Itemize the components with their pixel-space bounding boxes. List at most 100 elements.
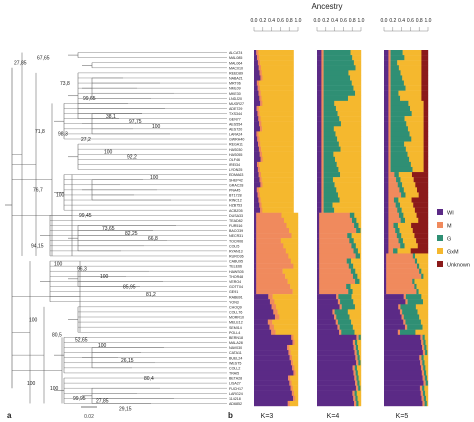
accession-label: ALCAT4	[229, 51, 242, 55]
admixture-segment	[356, 390, 362, 397]
admixture-segment	[273, 309, 278, 315]
admixture-segment	[254, 324, 270, 330]
admixture-segment	[285, 273, 299, 280]
admixture-segment	[352, 390, 355, 397]
admixture-segment	[416, 289, 419, 295]
admixture-segment	[396, 233, 402, 239]
admixture-segment	[335, 105, 362, 112]
admixture-segment	[384, 182, 389, 188]
admixture-segment	[355, 380, 358, 386]
admixture-segment	[321, 80, 324, 86]
admixture-segment	[317, 278, 320, 285]
admixture-segment	[384, 350, 424, 356]
admixture-segment	[384, 314, 402, 320]
admixture-segment	[290, 385, 293, 391]
admixture-segment	[388, 151, 391, 157]
admixture-segment	[321, 75, 324, 81]
accession-label: BERN18	[229, 336, 243, 340]
admixture-segment	[288, 350, 291, 356]
admixture-segment	[259, 177, 262, 183]
admixture-segment	[317, 350, 355, 356]
admixture-segment	[254, 380, 290, 386]
admixture-segment	[357, 273, 362, 280]
admixture-segment	[400, 217, 406, 224]
ancestry-title: Ancestry	[311, 2, 342, 11]
accession-label: REED89	[229, 71, 243, 75]
admixture-segment	[260, 65, 294, 71]
admixture-segment	[354, 329, 362, 335]
admixture-segment	[254, 258, 257, 264]
admixture-segment	[347, 233, 352, 239]
admixture-segment	[254, 161, 258, 168]
admixture-segment	[254, 390, 293, 397]
admixture-segment	[259, 80, 294, 86]
admixture-segment	[358, 222, 362, 229]
bootstrap-value: 100	[98, 343, 107, 349]
admixture-segment	[356, 375, 359, 381]
admixture-segment	[384, 355, 420, 361]
admixture-segment	[351, 233, 362, 239]
bootstrap-value: 73,8	[60, 81, 70, 87]
admixture-segment	[321, 105, 324, 112]
admixture-segment	[254, 65, 259, 71]
admixture-segment	[390, 100, 409, 107]
admixture-segment	[397, 207, 402, 213]
admixture-segment	[390, 105, 411, 112]
admixture-segment	[254, 360, 292, 366]
admixture-segment	[388, 166, 391, 173]
admixture-segment	[423, 365, 426, 371]
admixture-segment	[414, 283, 417, 290]
admixture-segment	[254, 192, 258, 198]
admixture-segment	[388, 85, 391, 91]
admixture-segment	[384, 238, 389, 244]
admixture-segment	[323, 75, 351, 81]
admixture-segment	[384, 80, 389, 86]
admixture-segment	[259, 55, 294, 61]
admixture-segment	[256, 238, 281, 244]
admixture-segment	[260, 100, 263, 107]
admixture-segment	[423, 105, 429, 112]
admixture-segment	[317, 95, 322, 102]
admixture-segment	[317, 283, 320, 290]
admixture-segment	[335, 156, 362, 163]
admixture-segment	[356, 228, 361, 234]
admixture-segment	[388, 207, 398, 213]
admixture-segment	[421, 355, 424, 361]
admixture-segment	[353, 248, 359, 254]
admixture-segment	[321, 161, 324, 168]
admixture-segment	[291, 334, 294, 341]
admixture-segment	[317, 75, 322, 81]
admixture-segment	[317, 360, 357, 366]
admixture-segment	[414, 278, 429, 285]
admixture-segment	[287, 344, 290, 351]
admixture-segment	[355, 385, 359, 391]
admixture-segment	[384, 50, 389, 56]
admixture-segment	[317, 55, 322, 61]
admixture-segment	[390, 111, 412, 117]
accession-label: LNDJ20	[229, 97, 242, 101]
admixture-segment	[384, 319, 404, 325]
bootstrap-value: 71,8	[35, 129, 45, 135]
admixture-segment	[261, 70, 294, 76]
admixture-segment	[254, 131, 257, 137]
admixture-segment	[319, 212, 351, 219]
accession-label: SHEP42	[229, 178, 243, 182]
accession-label: COLI5	[229, 244, 239, 248]
accession-label: HAS055	[229, 153, 242, 157]
admixture-segment	[254, 283, 257, 290]
admixture-segment	[256, 263, 294, 269]
admixture-segment	[388, 228, 396, 234]
admixture-segment	[390, 50, 403, 56]
admixture-segment	[317, 136, 322, 142]
admixture-segment	[388, 177, 397, 183]
admixture-segment	[317, 156, 322, 163]
admixture-segment	[321, 166, 324, 173]
admixture-segment	[353, 299, 362, 305]
admixture-segment	[424, 360, 429, 366]
admixture-segment	[347, 95, 362, 102]
admixture-segment	[291, 380, 299, 386]
admixture-segment	[332, 177, 362, 183]
admixture-segment	[259, 121, 262, 127]
admixture-segment	[321, 55, 324, 61]
admixture-segment	[404, 141, 424, 147]
